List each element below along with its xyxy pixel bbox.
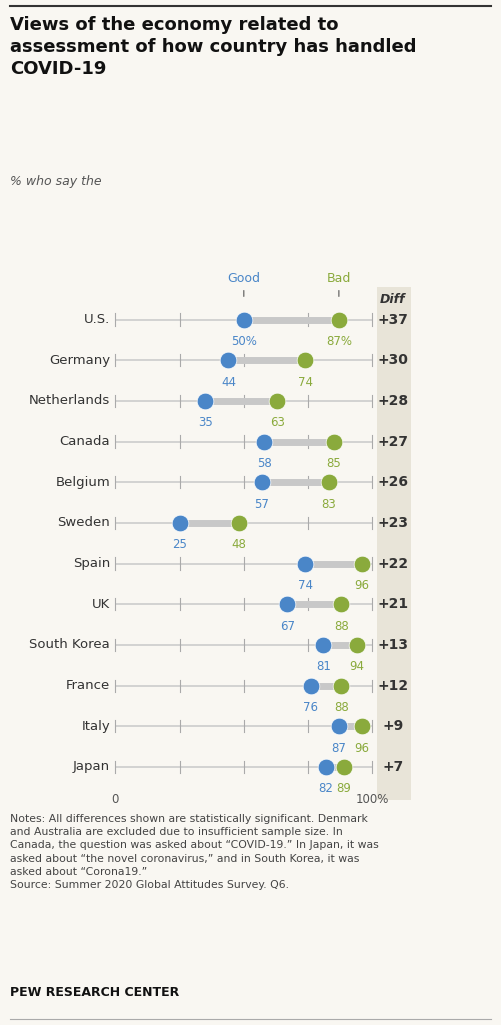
Text: 88: 88: [334, 701, 349, 714]
Text: PEW RESEARCH CENTER: PEW RESEARCH CENTER: [10, 986, 179, 999]
Text: % who say the: % who say the: [10, 175, 106, 189]
Text: +21: +21: [377, 598, 408, 611]
Text: Bad: Bad: [327, 272, 351, 296]
Text: +30: +30: [377, 354, 408, 367]
Text: UK: UK: [92, 598, 110, 611]
Text: Notes: All differences shown are statistically significant. Denmark
and Australi: Notes: All differences shown are statist…: [10, 814, 379, 890]
Text: France: France: [66, 680, 110, 692]
Text: +13: +13: [377, 638, 408, 652]
Text: +7: +7: [382, 760, 403, 774]
Text: 76: 76: [303, 701, 318, 714]
Text: 74: 74: [298, 376, 313, 388]
Text: +28: +28: [377, 394, 408, 408]
Text: 35: 35: [198, 416, 212, 429]
Text: Germany: Germany: [49, 354, 110, 367]
Text: +27: +27: [377, 435, 408, 449]
Text: 83: 83: [321, 498, 336, 510]
Text: +22: +22: [377, 557, 408, 571]
Text: Good: Good: [227, 272, 261, 296]
Text: Sweden: Sweden: [58, 517, 110, 530]
Text: 44: 44: [221, 376, 236, 388]
Text: 94: 94: [349, 660, 364, 673]
Text: 88: 88: [334, 620, 349, 632]
Text: +9: +9: [382, 720, 403, 733]
Text: Canada: Canada: [60, 435, 110, 448]
Text: Belgium: Belgium: [56, 476, 110, 489]
Text: +12: +12: [377, 679, 408, 693]
Text: 87%: 87%: [326, 335, 352, 348]
Text: 87: 87: [332, 742, 346, 754]
Text: 74: 74: [298, 579, 313, 592]
Text: +26: +26: [377, 476, 408, 489]
Text: 89: 89: [337, 782, 352, 795]
Text: 63: 63: [270, 416, 285, 429]
Bar: [377, 287, 416, 800]
Text: 58: 58: [257, 457, 272, 470]
Text: 0: 0: [112, 793, 119, 807]
Text: 50%: 50%: [231, 335, 257, 348]
Text: 96: 96: [355, 579, 370, 592]
Text: Views of the economy related to
assessment of how country has handled
COVID-19: Views of the economy related to assessme…: [10, 15, 416, 78]
Text: U.S.: U.S.: [84, 313, 110, 326]
Text: South Korea: South Korea: [30, 639, 110, 652]
Text: Diff: Diff: [380, 293, 406, 305]
Text: 25: 25: [172, 538, 187, 551]
Text: 100%: 100%: [356, 793, 389, 807]
Text: Spain: Spain: [73, 557, 110, 570]
Text: 57: 57: [255, 498, 269, 510]
Text: Japan: Japan: [73, 761, 110, 774]
Text: +23: +23: [377, 516, 408, 530]
Text: 48: 48: [231, 538, 246, 551]
Text: Italy: Italy: [82, 720, 110, 733]
Text: 96: 96: [355, 742, 370, 754]
Text: 81: 81: [316, 660, 331, 673]
Text: 85: 85: [326, 457, 341, 470]
Text: 82: 82: [319, 782, 334, 795]
Text: 67: 67: [280, 620, 295, 632]
Text: +37: +37: [377, 313, 408, 327]
Text: Netherlands: Netherlands: [29, 395, 110, 407]
